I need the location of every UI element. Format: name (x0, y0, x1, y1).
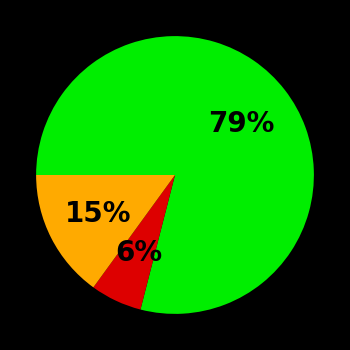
Text: 15%: 15% (65, 200, 132, 228)
Wedge shape (36, 175, 175, 287)
Text: 6%: 6% (115, 239, 162, 267)
Wedge shape (36, 36, 314, 314)
Text: 79%: 79% (208, 110, 274, 138)
Wedge shape (93, 175, 175, 309)
